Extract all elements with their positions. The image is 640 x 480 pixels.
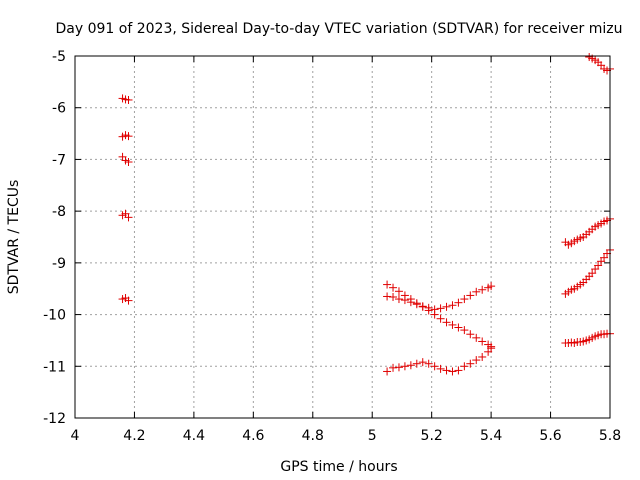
- data-point: [454, 298, 463, 307]
- y-tick-label: -12: [43, 411, 66, 427]
- data-point: [478, 285, 487, 294]
- x-tick-label: 4.8: [302, 428, 324, 444]
- y-axis-label: SDTVAR / TECUs: [6, 180, 22, 295]
- data-point: [394, 287, 403, 296]
- series-sat-h: [383, 344, 496, 376]
- data-point: [466, 291, 475, 300]
- x-tick-label: 5.4: [480, 428, 502, 444]
- y-tick-label: -9: [52, 256, 66, 272]
- y-tick-label: -7: [52, 152, 66, 168]
- data-point: [383, 292, 392, 301]
- data-point: [430, 305, 439, 314]
- data-point: [436, 364, 445, 373]
- data-point: [124, 158, 133, 167]
- y-tick-label: -6: [52, 101, 66, 117]
- y-tick-label: -8: [52, 204, 66, 220]
- data-point: [424, 303, 433, 312]
- data-point: [412, 300, 421, 309]
- data-point: [383, 280, 392, 289]
- plot-frame: [74, 55, 611, 419]
- data-point: [487, 344, 496, 353]
- data-point: [478, 337, 487, 346]
- data-point: [124, 296, 133, 305]
- series-sat-j: [561, 214, 614, 249]
- data-point: [460, 326, 469, 335]
- data-point: [394, 295, 403, 304]
- series-sat-f: [383, 280, 496, 351]
- data-point: [460, 295, 469, 304]
- series-sat-k: [561, 245, 614, 298]
- series-sat-e: [118, 294, 133, 305]
- x-tick-label: 4.4: [183, 428, 205, 444]
- x-tick-label: 5: [368, 428, 377, 444]
- data-point: [430, 362, 439, 371]
- y-tick-label: -11: [43, 359, 66, 375]
- data-point: [418, 358, 427, 367]
- data-point: [412, 359, 421, 368]
- data-point: [436, 304, 445, 313]
- data-point: [400, 362, 409, 371]
- data-points: [118, 53, 614, 376]
- data-point: [406, 298, 415, 307]
- data-point: [442, 366, 451, 375]
- tick-labels: 4 4.2 4.4 4.6 4.8 5 5.2 5.4 5.6 5.8 -12 -11 -10 -9 -8 -…: [43, 49, 621, 444]
- data-point: [588, 269, 597, 278]
- data-point: [124, 95, 133, 104]
- x-tick-label: 4.6: [242, 428, 264, 444]
- series-sat-d: [118, 209, 133, 222]
- data-point: [436, 314, 445, 323]
- x-tick-label: 5.6: [539, 428, 561, 444]
- data-point: [594, 261, 603, 270]
- data-point: [487, 282, 496, 291]
- y-tick-label: -5: [52, 49, 66, 65]
- chart-title: Day 091 of 2023, Sidereal Day-to-day VTE…: [56, 21, 623, 37]
- data-point: [418, 302, 427, 311]
- y-tick-label: -10: [43, 308, 66, 324]
- data-point: [472, 356, 481, 365]
- axis-ticks: [74, 55, 611, 419]
- data-point: [383, 367, 392, 376]
- data-point: [448, 320, 457, 329]
- x-tick-label: 4: [71, 428, 80, 444]
- x-axis-label: GPS time / hours: [280, 459, 397, 475]
- data-point: [424, 359, 433, 368]
- data-point: [454, 323, 463, 332]
- data-point: [460, 362, 469, 371]
- x-tick-label: 5.8: [599, 428, 621, 444]
- data-point: [389, 363, 398, 372]
- grid-lines: [75, 56, 610, 418]
- series-sat-b: [118, 131, 133, 141]
- data-point: [466, 359, 475, 368]
- data-point: [472, 333, 481, 342]
- series-sat-c: [118, 152, 133, 167]
- data-point: [472, 287, 481, 296]
- data-point: [454, 366, 463, 375]
- data-point: [442, 302, 451, 311]
- data-point: [400, 296, 409, 305]
- data-point: [448, 301, 457, 310]
- data-point: [448, 367, 457, 376]
- data-point: [394, 363, 403, 372]
- data-point: [389, 283, 398, 292]
- data-point: [466, 330, 475, 339]
- data-point: [124, 213, 133, 222]
- data-point: [406, 361, 415, 370]
- series-sat-l: [561, 329, 614, 348]
- data-point: [600, 253, 609, 262]
- series-sat-g: [383, 282, 496, 314]
- data-point: [442, 318, 451, 327]
- data-point: [389, 292, 398, 301]
- data-point: [478, 352, 487, 361]
- series-sat-a: [118, 94, 133, 104]
- x-tick-label: 5.2: [421, 428, 443, 444]
- data-point: [124, 132, 133, 141]
- x-tick-label: 4.2: [123, 428, 145, 444]
